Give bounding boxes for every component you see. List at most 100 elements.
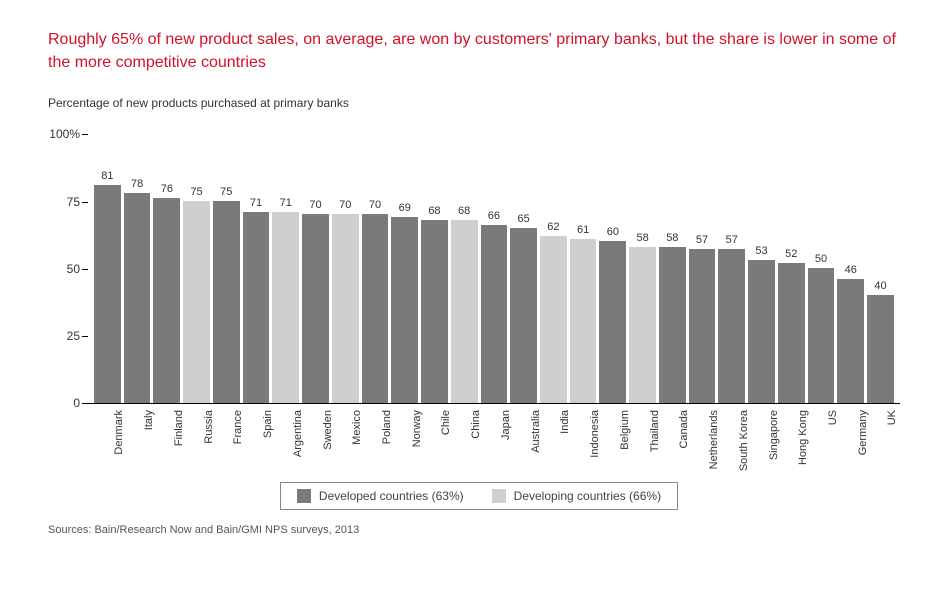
bar-value-label: 53: [755, 245, 767, 257]
bar: [124, 193, 151, 404]
bar-value-label: 60: [607, 226, 619, 238]
bar-column: 71: [272, 197, 299, 404]
bar: [391, 217, 418, 403]
x-axis-label: Hong Kong: [797, 404, 809, 465]
legend-item-developing: Developing countries (66%): [492, 489, 661, 503]
y-tick-mark: [82, 134, 88, 135]
bar-value-label: 71: [280, 197, 292, 209]
legend-swatch-developing: [492, 489, 506, 503]
bar-chart: 8178767575717170707069686866656261605858…: [48, 114, 910, 474]
bar: [243, 212, 270, 404]
bar-column: 57: [689, 234, 716, 403]
bar-value-label: 75: [220, 186, 232, 198]
bar-column: 40: [867, 280, 894, 403]
bar-column: 50: [808, 253, 835, 403]
y-tick-label: 75: [48, 195, 80, 209]
bar: [510, 228, 537, 404]
x-axis-label: US: [827, 404, 839, 425]
bar: [94, 185, 121, 404]
bar: [689, 249, 716, 403]
bar-column: 52: [778, 248, 805, 403]
bar: [867, 295, 894, 403]
bar-value-label: 69: [399, 202, 411, 214]
bar-column: 58: [629, 232, 656, 404]
bar: [718, 249, 745, 403]
legend-label-developing: Developing countries (66%): [514, 489, 661, 503]
x-axis-label: Finland: [173, 404, 185, 446]
x-axis-label: UK: [886, 404, 898, 425]
x-axis-label: Belgium: [619, 404, 631, 450]
bar-value-label: 65: [518, 213, 530, 225]
bar-value-label: 70: [369, 199, 381, 211]
x-axis-label: Japan: [500, 404, 512, 440]
x-axis-label: Indonesia: [589, 404, 601, 458]
bar-column: 68: [421, 205, 448, 404]
bar-value-label: 78: [131, 178, 143, 190]
bar: [272, 212, 299, 404]
bar-value-label: 58: [636, 232, 648, 244]
legend-swatch-developed: [297, 489, 311, 503]
bar-value-label: 46: [845, 264, 857, 276]
bar: [837, 279, 864, 403]
bar-value-label: 71: [250, 197, 262, 209]
bar: [451, 220, 478, 404]
bar-column: 75: [213, 186, 240, 404]
bar-column: 65: [510, 213, 537, 404]
bar: [213, 201, 240, 404]
bar-column: 70: [302, 199, 329, 403]
bar-column: 71: [243, 197, 270, 404]
bar-column: 53: [748, 245, 775, 403]
x-axis-label: Argentina: [292, 404, 304, 457]
bar: [362, 214, 389, 403]
bar-value-label: 52: [785, 248, 797, 260]
bar-column: 70: [332, 199, 359, 403]
bar: [481, 225, 508, 403]
x-axis-label: Thailand: [649, 404, 661, 452]
bar-column: 69: [391, 202, 418, 403]
legend: Developed countries (63%) Developing cou…: [280, 482, 678, 510]
bar-value-label: 81: [101, 170, 113, 182]
x-axis-label: Mexico: [351, 404, 363, 445]
bar-value-label: 68: [428, 205, 440, 217]
y-tick-mark: [82, 403, 88, 404]
bar: [659, 247, 686, 404]
y-tick-mark: [82, 269, 88, 270]
y-tick-mark: [82, 336, 88, 337]
bar-column: 75: [183, 186, 210, 404]
bar: [808, 268, 835, 403]
bar-column: 76: [153, 183, 180, 403]
bar-value-label: 62: [547, 221, 559, 233]
plot-area: 8178767575717170707069686866656261605858…: [88, 134, 900, 404]
bar: [748, 260, 775, 403]
bar: [540, 236, 567, 403]
x-axis-label: Singapore: [768, 404, 780, 460]
bar: [629, 247, 656, 404]
bar-value-label: 70: [309, 199, 321, 211]
bar-value-label: 58: [666, 232, 678, 244]
bar-value-label: 76: [161, 183, 173, 195]
bar-column: 70: [362, 199, 389, 403]
x-axis-label: Sweden: [322, 404, 334, 450]
bar-column: 46: [837, 264, 864, 403]
bar-value-label: 40: [874, 280, 886, 292]
x-axis-label: Norway: [411, 404, 423, 447]
bar-value-label: 70: [339, 199, 351, 211]
bar-column: 81: [94, 170, 121, 404]
x-axis-label: Spain: [262, 404, 274, 438]
y-tick-mark: [82, 202, 88, 203]
x-axis-label: Canada: [678, 404, 690, 449]
chart-page: Roughly 65% of new product sales, on ave…: [0, 0, 950, 613]
bar-value-label: 50: [815, 253, 827, 265]
bar: [421, 220, 448, 404]
x-axis-label: China: [470, 404, 482, 439]
bar: [332, 214, 359, 403]
bar-column: 68: [451, 205, 478, 404]
x-axis-label: Netherlands: [708, 404, 720, 469]
bar-value-label: 61: [577, 224, 589, 236]
bar-column: 61: [570, 224, 597, 404]
bar-column: 58: [659, 232, 686, 404]
bar-value-label: 57: [696, 234, 708, 246]
bar-column: 60: [599, 226, 626, 403]
bar: [153, 198, 180, 403]
x-axis-label: India: [559, 404, 571, 434]
